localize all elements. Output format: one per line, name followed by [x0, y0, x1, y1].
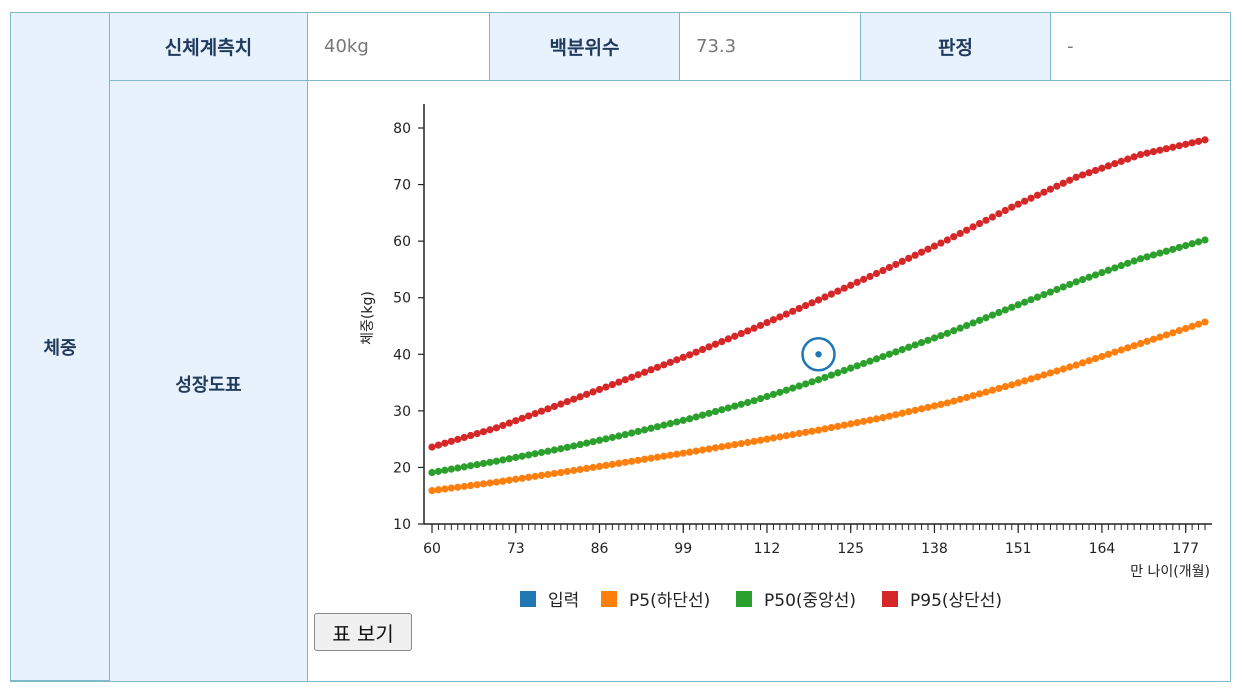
row-header-label: 체중: [43, 337, 77, 359]
percentile-label: 백분위수: [549, 37, 620, 59]
judgement-value: -: [1067, 36, 1074, 57]
chart-label-cell: 성장도표: [109, 81, 307, 681]
measure-value: 40kg: [324, 36, 369, 57]
percentile-label-cell: 백분위수: [489, 13, 679, 81]
chart-cell: [307, 81, 1230, 681]
percentile-value-cell: 73.3: [679, 13, 860, 81]
row-header-weight: 체중: [11, 13, 109, 681]
chart-label: 성장도표: [175, 375, 242, 396]
show-table-button[interactable]: 표 보기: [314, 613, 412, 651]
measure-label: 신체계측치: [164, 37, 253, 59]
measure-value-cell: 40kg: [307, 13, 489, 81]
judgement-label-cell: 판정: [860, 13, 1050, 81]
measure-label-cell: 신체계측치: [109, 13, 307, 81]
judgement-value-cell: -: [1050, 13, 1230, 81]
judgement-label: 판정: [938, 37, 973, 59]
growth-table: 체중 신체계측치 40kg 백분위수 73.3 판정 - 성장도표: [10, 12, 1231, 682]
percentile-value: 73.3: [696, 36, 737, 57]
